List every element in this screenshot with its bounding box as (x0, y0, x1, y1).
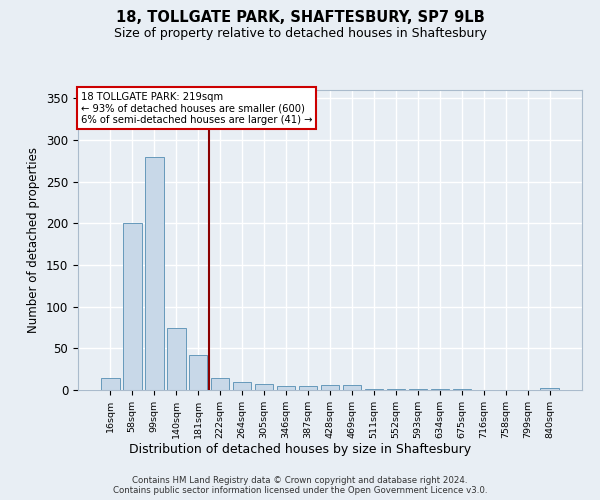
Bar (211, 378, 229, 390)
Text: 18, TOLLGATE PARK, SHAFTESBURY, SP7 9LB: 18, TOLLGATE PARK, SHAFTESBURY, SP7 9LB (116, 10, 484, 25)
Bar (299, 386, 317, 390)
Bar (101, 378, 119, 390)
Bar (123, 224, 142, 390)
Bar (452, 389, 471, 390)
Bar (409, 389, 427, 390)
Bar (189, 355, 208, 390)
Bar (320, 385, 340, 390)
Bar (343, 385, 361, 390)
Text: Distribution of detached houses by size in Shaftesbury: Distribution of detached houses by size … (129, 442, 471, 456)
Bar (255, 384, 274, 390)
Bar (145, 156, 164, 390)
Y-axis label: Number of detached properties: Number of detached properties (28, 147, 40, 333)
Bar (167, 328, 185, 390)
Text: Contains HM Land Registry data © Crown copyright and database right 2024.
Contai: Contains HM Land Registry data © Crown c… (113, 476, 487, 495)
Bar (277, 386, 295, 390)
Text: Size of property relative to detached houses in Shaftesbury: Size of property relative to detached ho… (113, 28, 487, 40)
Bar (431, 389, 449, 390)
Text: 18 TOLLGATE PARK: 219sqm
← 93% of detached houses are smaller (600)
6% of semi-d: 18 TOLLGATE PARK: 219sqm ← 93% of detach… (80, 92, 312, 124)
Bar (541, 388, 559, 390)
Bar (365, 389, 383, 390)
Bar (386, 389, 405, 390)
Bar (233, 382, 251, 390)
